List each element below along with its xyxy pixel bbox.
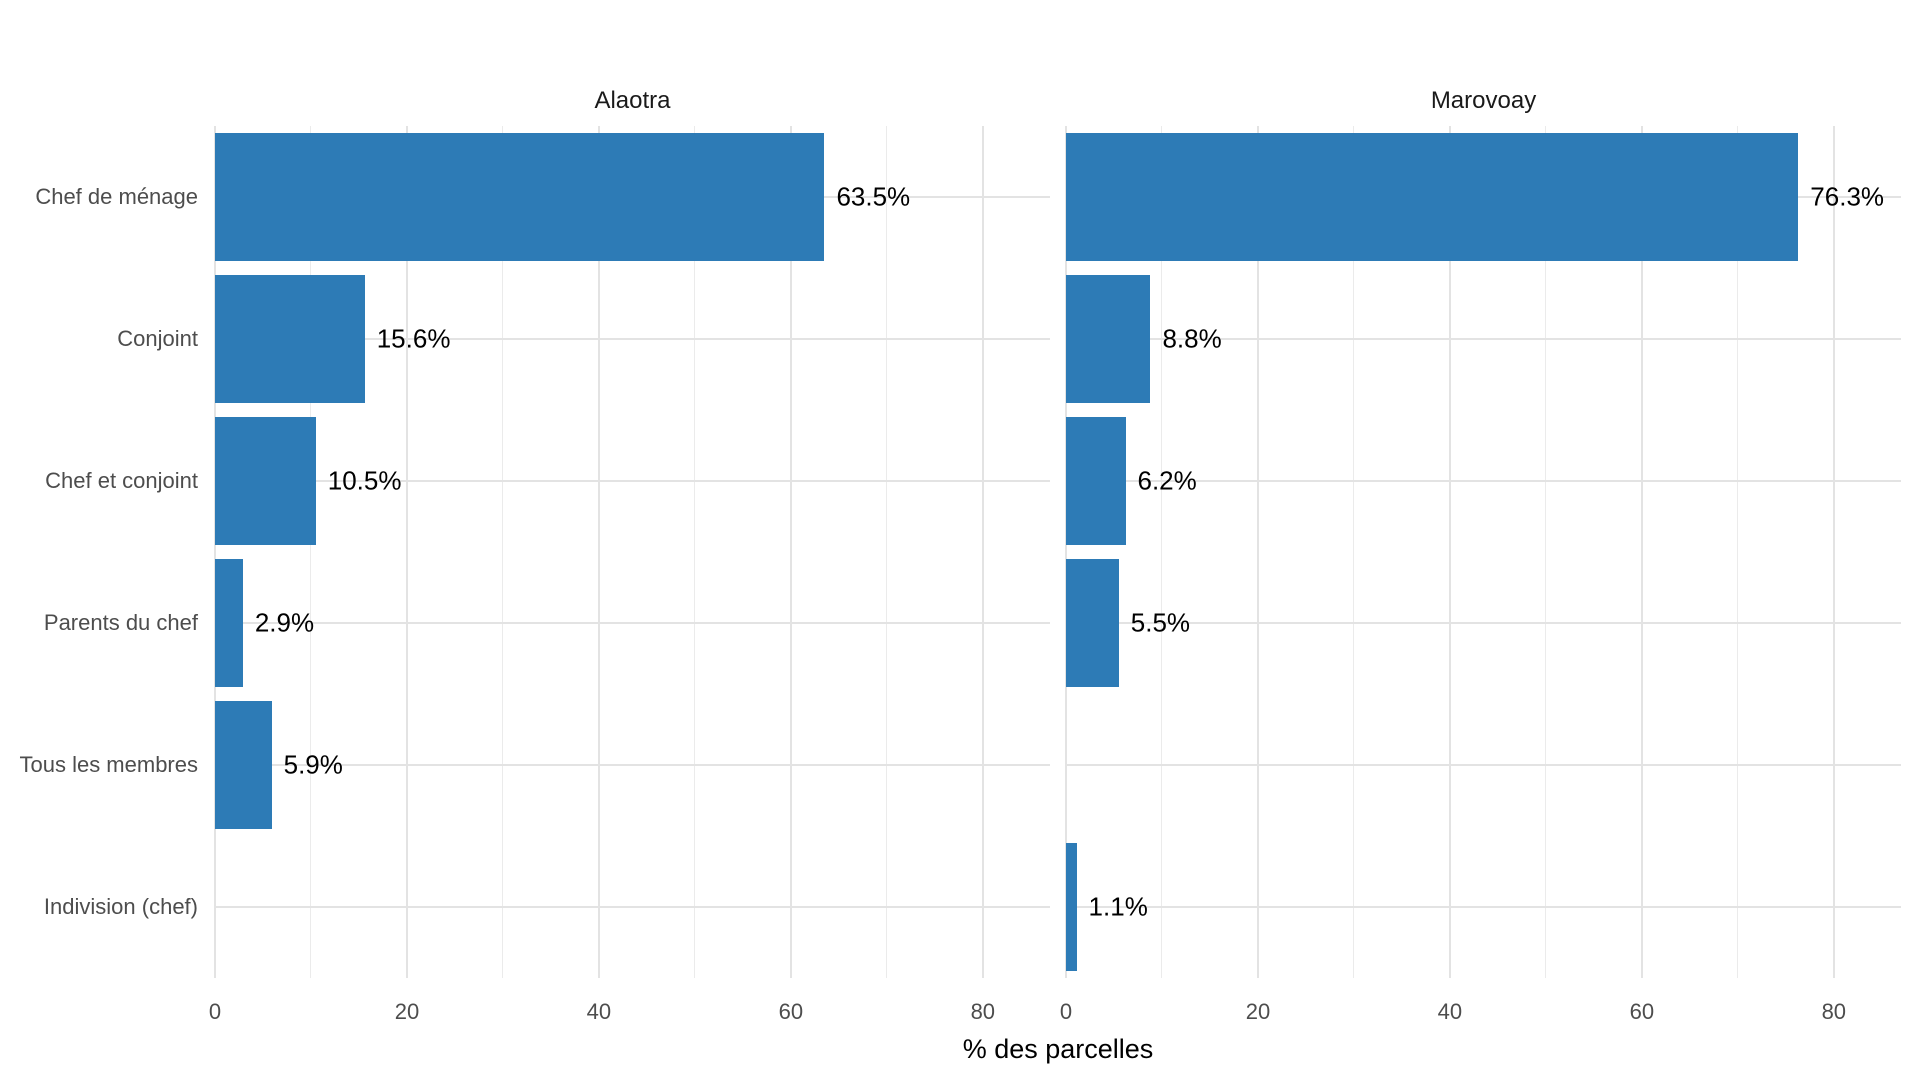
facet-panel-marovoay: 76.3% 8.8% 6.2% 5.5% 1.1% xyxy=(1065,126,1901,978)
x-tick-label: 40 xyxy=(586,999,612,1024)
gridline-vertical-minor xyxy=(694,126,696,978)
category-label: Tous les membres xyxy=(19,752,198,777)
gridline-horizontal xyxy=(215,480,1050,482)
x-tick-label: 40 xyxy=(1437,999,1463,1024)
gridline-horizontal xyxy=(215,764,1050,766)
value-label: 15.6% xyxy=(376,323,451,354)
bar xyxy=(215,275,365,403)
gridline-vertical-minor xyxy=(1353,126,1355,978)
gridline-vertical-major xyxy=(597,126,600,978)
bar xyxy=(1066,843,1077,971)
bar xyxy=(215,417,316,545)
gridline-horizontal xyxy=(215,338,1050,340)
value-label: 2.9% xyxy=(254,607,315,638)
gridline-horizontal xyxy=(1066,480,1901,482)
bar xyxy=(215,133,825,261)
gridline-horizontal xyxy=(1066,338,1901,340)
gridline-vertical-minor xyxy=(1737,126,1739,978)
gridline-vertical-major xyxy=(1448,126,1451,978)
value-label: 76.3% xyxy=(1810,181,1885,212)
bar xyxy=(215,701,272,829)
x-tick-label: 20 xyxy=(394,999,420,1024)
x-tick-label: 60 xyxy=(778,999,804,1024)
value-label: 5.9% xyxy=(283,749,343,780)
gridline-vertical-minor xyxy=(1161,126,1163,978)
value-label: 10.5% xyxy=(327,465,402,496)
gridline-vertical-major xyxy=(981,126,984,978)
value-label: 63.5% xyxy=(836,181,911,212)
gridline-vertical-major xyxy=(214,126,216,978)
gridline-horizontal xyxy=(1066,622,1901,624)
gridline-vertical-minor xyxy=(502,126,504,978)
bar xyxy=(1066,275,1151,403)
bar xyxy=(215,559,243,687)
x-tick-label: 0 xyxy=(1059,999,1073,1024)
x-tick-label: 80 xyxy=(970,999,996,1024)
gridline-vertical-major xyxy=(789,126,792,978)
gridline-horizontal xyxy=(215,906,1050,908)
value-label: 8.8% xyxy=(1162,323,1222,354)
gridline-vertical-major xyxy=(1065,126,1067,978)
category-label: Chef de ménage xyxy=(35,184,198,209)
bar xyxy=(1066,559,1119,687)
facet-title-marovoay: Marovoay xyxy=(1430,87,1537,114)
value-label: 1.1% xyxy=(1088,891,1148,922)
x-tick-label: 20 xyxy=(1245,999,1271,1024)
bar xyxy=(1066,417,1126,545)
x-axis-title: % des parcelles xyxy=(962,1034,1154,1064)
gridline-vertical-minor xyxy=(1545,126,1547,978)
gridline-vertical-major xyxy=(1640,126,1643,978)
gridline-horizontal xyxy=(1066,764,1901,766)
facet-title-alaotra: Alaotra xyxy=(594,87,671,114)
gridline-vertical-major xyxy=(1256,126,1259,978)
gridline-vertical-minor xyxy=(886,126,888,978)
x-tick-label: 0 xyxy=(208,999,222,1024)
gridline-vertical-major xyxy=(1832,126,1835,978)
category-label: Parents du chef xyxy=(43,610,198,635)
gridline-vertical-major xyxy=(405,126,408,978)
category-label: Conjoint xyxy=(117,326,198,351)
category-label: Chef et conjoint xyxy=(45,468,198,493)
value-label: 5.5% xyxy=(1130,607,1191,638)
value-label: 6.2% xyxy=(1137,465,1197,496)
facet-panel-alaotra: 63.5% 15.6% 10.5% 2.9% 5.9% xyxy=(214,126,1050,978)
x-tick-label: 60 xyxy=(1629,999,1655,1024)
gridline-horizontal xyxy=(215,622,1050,624)
bar xyxy=(1066,133,1799,261)
gridline-vertical-minor xyxy=(310,126,312,978)
x-tick-label: 80 xyxy=(1821,999,1847,1024)
category-label: Indivision (chef) xyxy=(43,894,198,919)
gridline-horizontal xyxy=(1066,906,1901,908)
